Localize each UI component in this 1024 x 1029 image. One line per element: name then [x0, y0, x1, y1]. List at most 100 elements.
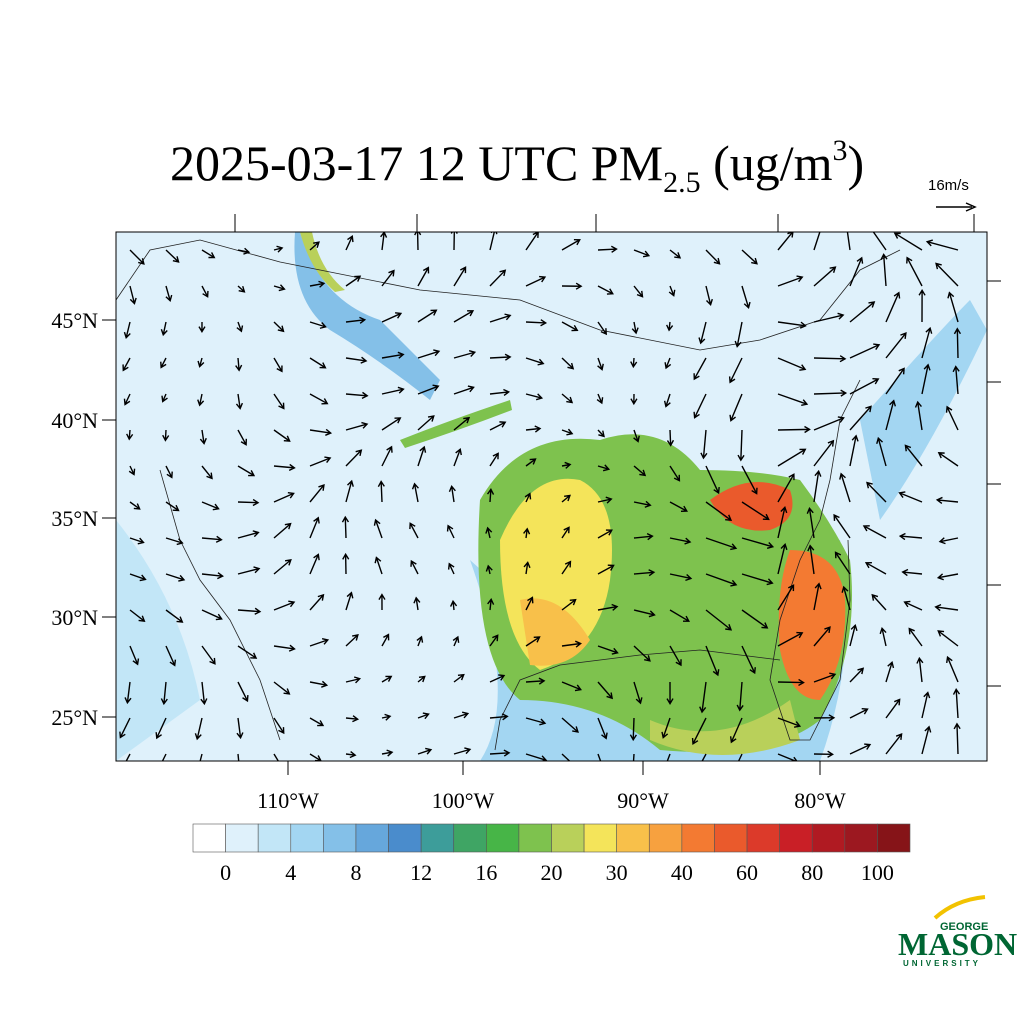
wind-arrow — [669, 501, 689, 513]
wind-arrow — [129, 537, 145, 545]
wind-arrow — [237, 566, 261, 575]
wind-arrow — [597, 681, 614, 700]
wind-arrow — [525, 458, 537, 467]
wind-arrow — [489, 749, 511, 757]
wind-arrow — [453, 711, 470, 719]
title-unit: (ug/m — [701, 135, 833, 191]
lat-label: 25°N — [51, 705, 98, 730]
colorbar-box — [811, 823, 846, 853]
wind-arrow — [453, 673, 465, 683]
colorbar-label: 100 — [861, 860, 894, 885]
lon-label: 110°W — [257, 788, 319, 813]
wind-arrow — [906, 256, 923, 287]
wind-arrow — [123, 321, 131, 340]
wind-arrow — [417, 747, 433, 755]
wind-arrow — [161, 393, 168, 403]
colorbar-label: 16 — [475, 860, 497, 885]
wind-arrow — [128, 465, 136, 476]
wind-arrow — [160, 357, 167, 369]
lat-label: 45°N — [51, 308, 98, 333]
wind-arrow — [309, 280, 326, 288]
wind-arrow — [381, 269, 395, 287]
wind-arrow — [807, 544, 815, 575]
wind-arrow — [417, 309, 438, 323]
wind-arrow — [453, 350, 477, 359]
wind-arrow — [165, 285, 173, 303]
wind-arrow — [236, 321, 244, 333]
wind-arrow — [846, 232, 851, 251]
wind-arrow — [921, 326, 933, 359]
wind-arrow — [937, 451, 959, 467]
wind-arrow — [885, 291, 901, 323]
wind-arrow — [813, 355, 847, 363]
wind-arrow — [525, 357, 545, 366]
wind-arrow — [664, 357, 672, 370]
wind-arrow — [669, 645, 682, 667]
wind-arrow — [813, 714, 836, 722]
wind-arrow — [937, 630, 959, 647]
wind-arrow — [489, 269, 507, 287]
wind-arrow — [417, 712, 430, 720]
wind-arrow — [489, 713, 509, 721]
wind-arrow — [165, 501, 180, 512]
wind-arrow — [777, 631, 804, 647]
wind-arrow — [345, 316, 367, 324]
wind-arrow — [525, 717, 547, 726]
colorbar-box — [844, 823, 878, 853]
colorbar-box — [518, 823, 552, 853]
wind-arrow — [525, 319, 548, 327]
colorbar-box — [388, 823, 422, 853]
wind-arrow — [921, 363, 931, 395]
wind-arrow — [237, 645, 258, 659]
wind-arrow — [561, 640, 582, 648]
wind-arrow — [849, 708, 869, 719]
wind-arrow — [633, 249, 651, 258]
wind-arrow — [661, 717, 671, 739]
wind-arrow — [273, 522, 292, 539]
wind-arrow — [489, 452, 499, 467]
wind-arrow — [489, 421, 507, 431]
colorbar-label: 12 — [410, 860, 432, 885]
colorbar-label: 80 — [801, 860, 823, 885]
wind-arrow — [489, 634, 499, 647]
wind-arrow — [417, 266, 430, 287]
wind-arrow — [453, 416, 471, 431]
wind-arrow — [561, 393, 574, 404]
colorbar-box — [681, 823, 715, 853]
wind-arrow — [862, 525, 887, 539]
wind-arrow — [813, 389, 848, 397]
wind-arrow — [885, 332, 907, 359]
logo-top: GEORGE — [940, 921, 988, 933]
title: 2025-03-17 12 UTC PM2.5 (ug/m3) — [170, 134, 864, 199]
lat-label: 30°N — [51, 605, 98, 630]
wind-arrow — [374, 556, 383, 575]
wind-arrow — [908, 627, 923, 647]
wind-arrow — [345, 275, 362, 287]
wind-arrow — [561, 526, 570, 539]
wind-arrow — [485, 526, 493, 539]
wind-arrow — [273, 321, 285, 333]
wind-arrow — [273, 681, 291, 695]
wind-arrow — [165, 609, 184, 623]
wind-arrow — [561, 753, 571, 761]
wind-arrow — [866, 481, 887, 503]
wind-arrow — [486, 487, 495, 503]
wind-arrow — [777, 357, 807, 371]
wind-arrow — [885, 399, 897, 431]
wind-arrow — [813, 416, 845, 431]
wind-arrow — [561, 321, 579, 332]
lat-label: 35°N — [51, 506, 98, 531]
lon-label: 100°W — [432, 788, 495, 813]
colorbar-box — [486, 823, 520, 853]
wind-arrow — [597, 321, 607, 336]
wind-arrow — [903, 600, 923, 611]
wind-arrow — [813, 266, 837, 287]
wind-arrow — [596, 393, 604, 405]
wind-arrow — [729, 393, 743, 422]
wind-arrow — [416, 635, 424, 647]
colorbar-box — [779, 823, 813, 853]
wind-arrow — [561, 494, 571, 503]
wind-arrow — [953, 327, 962, 359]
wind-arrow — [273, 717, 285, 735]
wind-arrow — [728, 357, 743, 384]
